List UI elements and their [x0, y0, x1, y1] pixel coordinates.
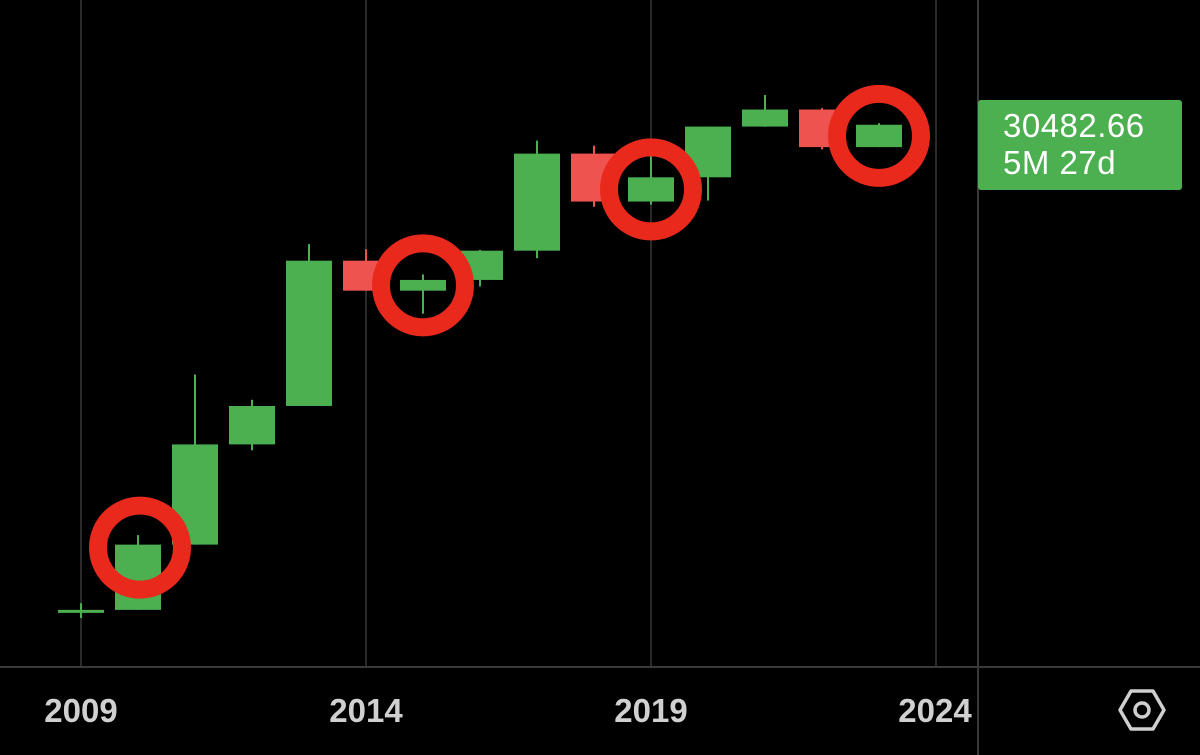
- candle-2009: [58, 603, 104, 618]
- candle-2019: [628, 153, 674, 205]
- hexagon-settings-icon: [1118, 689, 1166, 731]
- bar-countdown: 5M 27d: [1003, 144, 1117, 181]
- highlight-ring-2019: [600, 138, 702, 241]
- grid-lines: [80, 0, 937, 667]
- candle-2010: [115, 535, 161, 610]
- highlight-ring-2010: [89, 496, 191, 599]
- last-price-tag: 30482.66 5M 27d: [978, 100, 1182, 190]
- candle-body: [58, 609, 104, 613]
- settings-button[interactable]: [1118, 687, 1166, 733]
- candle-body: [229, 405, 275, 445]
- highlight-ring-2023: [828, 84, 930, 187]
- candle-2013: [286, 244, 332, 406]
- highlight-rings: [89, 84, 930, 599]
- x-tick-label: 2024: [898, 692, 972, 729]
- candle-body: [856, 124, 902, 148]
- candle-2015: [400, 274, 446, 314]
- candle-2023: [856, 123, 902, 148]
- candle-body: [742, 109, 788, 127]
- highlight-ring-2015: [372, 234, 474, 337]
- candle-body: [286, 260, 332, 406]
- last-price-value: 30482.66: [1003, 107, 1145, 144]
- x-tick-label: 2009: [44, 692, 117, 729]
- candle-body: [400, 279, 446, 291]
- candle-2017: [514, 140, 560, 259]
- candle-body: [514, 153, 560, 251]
- candle-2012: [229, 399, 275, 451]
- candle-body: [628, 177, 674, 202]
- x-tick-label: 2019: [614, 692, 687, 729]
- candle-2021: [742, 95, 788, 127]
- x-tick-label: 2014: [329, 692, 403, 729]
